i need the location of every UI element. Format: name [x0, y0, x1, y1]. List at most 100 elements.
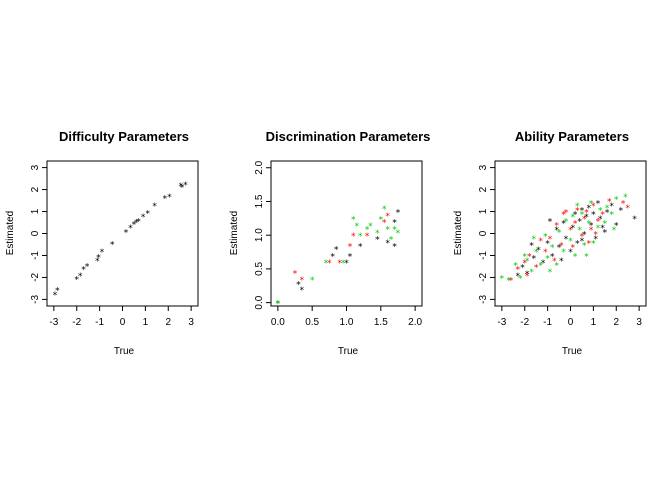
data-point: *	[549, 252, 554, 262]
y-tick-label: 1.0	[254, 228, 265, 242]
data-point: *	[392, 225, 397, 235]
y-tick-label: -3	[30, 295, 41, 304]
x-tick-label: 3	[188, 317, 194, 328]
y-tick-label: 0	[478, 230, 489, 236]
data-point: *	[554, 222, 559, 232]
data-point: *	[547, 268, 552, 278]
data-point: *	[586, 204, 591, 214]
data-point: *	[74, 276, 79, 286]
data-point: *	[533, 248, 538, 258]
data-point: *	[545, 239, 550, 249]
data-points: *********** **** * *** ****	[52, 181, 188, 301]
data-point: *	[123, 228, 128, 238]
data-point: *	[632, 215, 637, 225]
data-point: *	[586, 220, 591, 230]
data-point: *	[607, 198, 612, 208]
data-point: *	[347, 252, 352, 262]
data-point: *	[524, 272, 529, 282]
data-point: *	[81, 266, 86, 276]
data-point: *	[299, 276, 304, 286]
y-tick-label: -1	[478, 251, 489, 260]
data-point: *	[136, 217, 141, 227]
data-point: *	[134, 218, 139, 228]
x-axis-label: True	[338, 346, 359, 357]
x-tick-label: -3	[497, 317, 506, 328]
data-point: *	[563, 217, 568, 227]
data-point: *	[358, 242, 363, 252]
data-point: *	[568, 237, 573, 247]
data-point: *	[595, 217, 600, 227]
axis-ticks: -3 -2 -1 0 1 2 3 -3 -2 -1 0 1 2 3	[30, 164, 194, 328]
data-point: *	[614, 222, 619, 232]
data-point: *	[559, 241, 564, 251]
data-point: *	[95, 257, 100, 267]
data-point: *	[375, 229, 380, 239]
data-point: *	[131, 221, 136, 231]
y-tick-label: 1	[30, 208, 41, 214]
data-point: *	[561, 211, 566, 221]
data-point: *	[591, 211, 596, 221]
data-point: *	[543, 233, 548, 243]
data-point: *	[140, 213, 145, 223]
data-point: *	[375, 236, 380, 246]
data-point: *	[354, 222, 359, 232]
data-point: *	[593, 231, 598, 241]
data-point: *	[579, 233, 584, 243]
data-point: *	[568, 248, 573, 258]
data-point: *	[561, 220, 566, 230]
data-point: *	[623, 193, 628, 203]
x-tick-label: -2	[72, 317, 81, 328]
data-point: *	[364, 232, 369, 242]
y-axis-label: Estimated	[5, 211, 16, 255]
data-point: *	[600, 211, 605, 221]
data-point: *	[128, 224, 133, 234]
y-tick-label: -3	[478, 295, 489, 304]
x-tick-label: -3	[49, 317, 58, 328]
data-point: *	[340, 259, 345, 269]
x-tick-label: 2.0	[408, 317, 422, 328]
x-tick-label: -1	[543, 317, 552, 328]
data-point: *	[568, 226, 573, 236]
data-point: *	[563, 209, 568, 219]
data-point: *	[549, 244, 554, 254]
data-point: *	[572, 220, 577, 230]
data-point: *	[595, 200, 600, 210]
data-point: *	[572, 252, 577, 262]
data-point: *	[531, 255, 536, 265]
data-point: *	[529, 268, 534, 278]
x-tick-label: 0.0	[271, 317, 285, 328]
data-point: *	[579, 237, 584, 247]
data-point: *	[515, 266, 520, 276]
x-tick-label: 3	[636, 317, 642, 328]
data-point: *	[533, 263, 538, 273]
y-tick-label: 0.0	[254, 295, 265, 309]
data-point: *	[582, 241, 587, 251]
axis-ticks: -3 -2 -1 0 1 2 3 -3 -2 -1 0 1 2 3	[478, 164, 642, 328]
data-point: *	[620, 200, 625, 210]
data-point: *	[598, 215, 603, 225]
data-point: *	[152, 202, 157, 212]
data-point: *	[582, 215, 587, 225]
data-point: *	[609, 202, 614, 212]
y-tick-label: 0	[30, 230, 41, 236]
data-point: *	[55, 287, 60, 297]
data-point: *	[145, 210, 150, 220]
data-point: *	[522, 259, 527, 269]
y-tick-label: 3	[478, 164, 489, 170]
data-point: *	[333, 246, 338, 256]
data-point: *	[392, 242, 397, 252]
x-tick-label: 1	[591, 317, 597, 328]
data-point: *	[575, 239, 580, 249]
data-point: *	[538, 261, 543, 271]
x-tick-label: 2	[165, 317, 171, 328]
data-point: *	[275, 300, 280, 310]
data-point: *	[586, 239, 591, 249]
x-tick-label: 1	[143, 317, 149, 328]
data-point: *	[520, 263, 525, 273]
data-point: *	[392, 219, 397, 229]
data-point: *	[584, 252, 589, 262]
data-point: *	[602, 220, 607, 230]
panel-title: Discrimination Parameters	[266, 129, 431, 144]
data-point: *	[327, 259, 332, 269]
